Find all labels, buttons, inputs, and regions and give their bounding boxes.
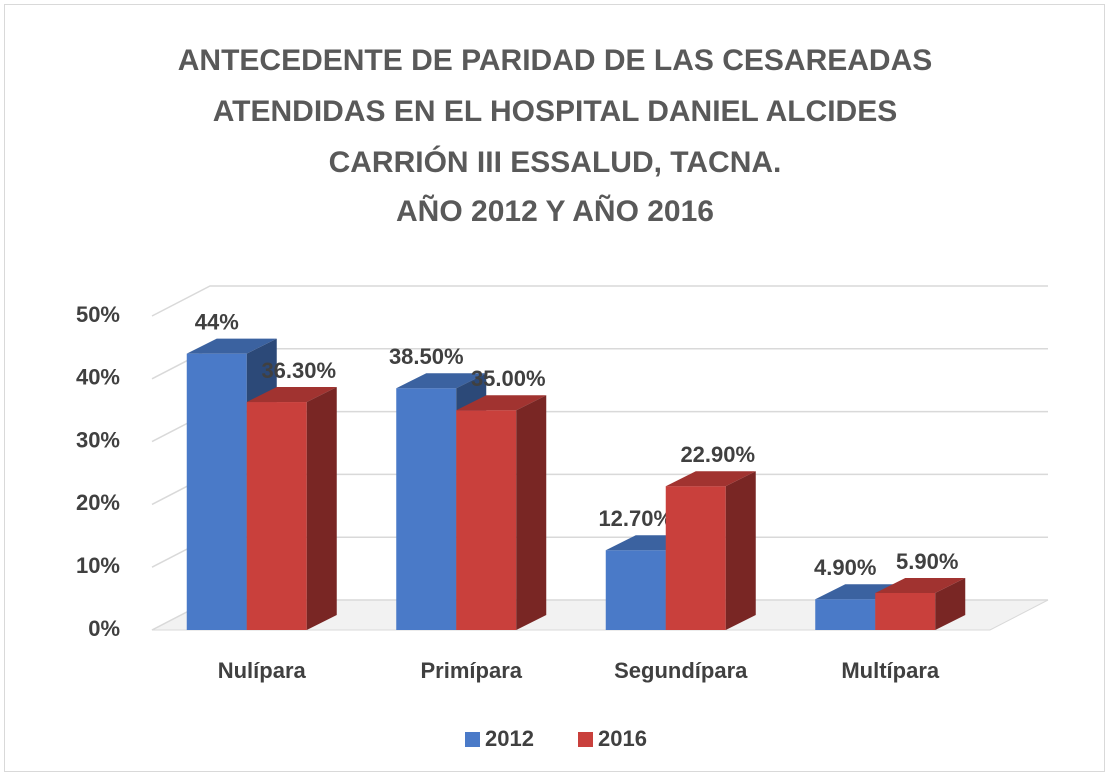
x-tick-label: Multípara xyxy=(841,658,940,683)
data-label: 22.90% xyxy=(680,442,755,467)
grid-line xyxy=(151,285,1048,317)
bar xyxy=(875,592,936,630)
y-tick-label: 40% xyxy=(76,365,120,390)
legend-swatch xyxy=(578,732,593,747)
legend-label: 2016 xyxy=(598,726,647,751)
y-tick-label: 10% xyxy=(76,553,120,578)
y-tick-label: 0% xyxy=(88,616,120,641)
legend-swatch xyxy=(465,732,480,747)
bar-side xyxy=(725,471,756,630)
y-tick-label: 20% xyxy=(76,490,120,515)
x-tick-label: Nulípara xyxy=(218,658,307,683)
bar xyxy=(665,486,726,630)
data-label: 36.30% xyxy=(261,358,336,383)
data-label: 4.90% xyxy=(814,555,876,580)
chart-title: CARRIÓN III ESSALUD, TACNA. xyxy=(329,145,782,179)
bar-side xyxy=(516,395,547,630)
bar xyxy=(456,410,517,630)
data-label: 35.00% xyxy=(471,366,546,391)
data-label: 38.50% xyxy=(389,344,464,369)
y-tick-label: 30% xyxy=(76,427,120,452)
bar-side xyxy=(306,387,337,630)
x-tick-label: Segundípara xyxy=(614,658,748,683)
bar-side xyxy=(935,577,966,630)
legend-label: 2012 xyxy=(485,726,534,751)
chart-title: AÑO 2012 Y AÑO 2016 xyxy=(396,194,714,228)
bar xyxy=(246,402,307,630)
chart-title: ANTECEDENTE DE PARIDAD DE LAS CESAREADAS xyxy=(178,44,933,77)
data-label: 5.90% xyxy=(896,549,958,574)
chart-title: ATENDIDAS EN EL HOSPITAL DANIEL ALCIDES xyxy=(213,95,898,128)
bar xyxy=(605,550,666,630)
y-tick-label: 50% xyxy=(76,302,120,327)
bar xyxy=(186,353,247,630)
x-tick-label: Primípara xyxy=(421,658,523,683)
bar xyxy=(396,388,457,630)
bar xyxy=(815,599,876,630)
data-label: 12.70% xyxy=(598,506,673,531)
data-label: 44% xyxy=(195,309,239,334)
